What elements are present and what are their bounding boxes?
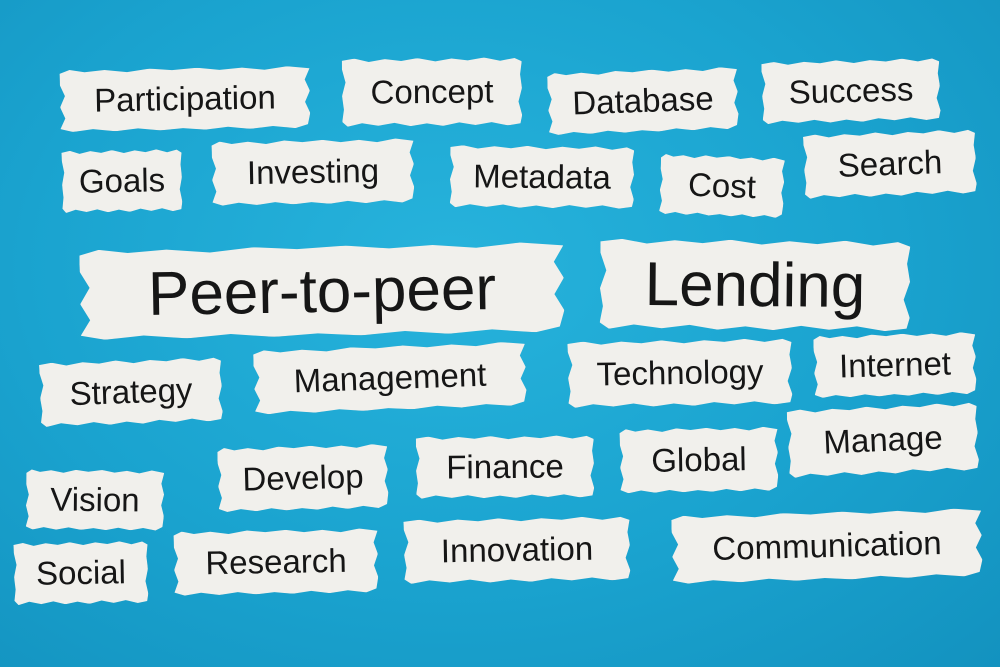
word-finance: Finance [446,447,564,486]
word-strip-finance: Finance [416,435,595,499]
word-technology: Technology [596,352,764,393]
word-innovation: Innovation [440,529,594,570]
word-strip-research: Research [173,528,378,596]
word-strip-peer-to-peer: Peer-to-peer [79,242,564,340]
word-search: Search [837,143,943,184]
word-vision: Vision [50,480,140,519]
word-investing: Investing [246,151,380,192]
word-peer-to-peer: Peer-to-peer [147,253,497,329]
word-develop: Develop [241,457,364,498]
word-research: Research [205,541,347,582]
word-strip-develop: Develop [217,444,389,512]
word-goals: Goals [78,161,166,200]
word-strip-database: Database [547,67,739,136]
word-strip-goals: Goals [61,149,182,213]
word-strip-innovation: Innovation [403,516,630,584]
word-communication: Communication [711,524,943,567]
word-strip-social: Social [13,541,148,605]
word-strip-investing: Investing [211,138,414,206]
word-strip-global: Global [619,427,778,494]
word-strip-concept: Concept [342,57,523,127]
word-success: Success [788,70,914,111]
word-metadata: Metadata [473,157,611,196]
word-strip-internet: Internet [813,332,977,398]
word-database: Database [571,79,715,122]
word-lending: Lending [644,249,866,321]
word-management: Management [293,355,487,400]
word-strip-strategy: Strategy [39,357,223,427]
word-cost: Cost [687,165,757,206]
word-social: Social [35,553,127,592]
word-strip-cost: Cost [659,154,785,218]
word-strip-communication: Communication [671,508,983,584]
word-participation: Participation [93,78,277,119]
word-strip-search: Search [803,129,977,199]
word-strategy: Strategy [68,370,194,413]
word-strip-participation: Participation [59,66,310,132]
word-global: Global [650,440,747,479]
word-strip-metadata: Metadata [450,145,635,209]
word-strip-technology: Technology [567,338,792,408]
word-strip-manage: Manage [787,402,980,478]
word-manage: Manage [822,418,944,461]
word-strip-vision: Vision [26,469,165,530]
word-strip-management: Management [253,341,527,414]
word-strip-success: Success [761,58,941,125]
word-internet: Internet [838,344,952,385]
word-strip-lending: Lending [600,239,911,332]
word-concept: Concept [370,72,494,111]
